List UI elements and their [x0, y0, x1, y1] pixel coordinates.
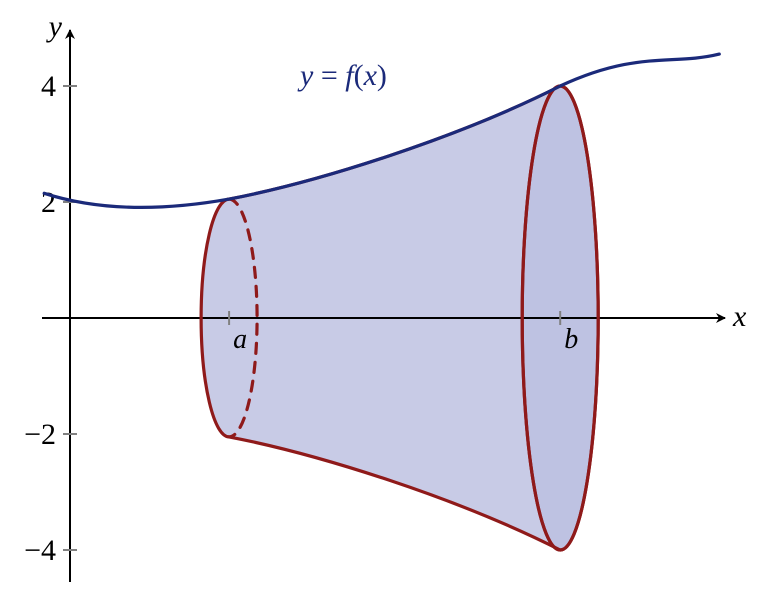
y-tick-label: 2 — [41, 186, 56, 219]
y-tick-label: −2 — [24, 418, 56, 451]
y-tick-label: 4 — [41, 70, 56, 103]
curve-label: y = f(x) — [297, 59, 387, 92]
x-axis-label: x — [732, 300, 747, 333]
x-tick-label: a — [233, 324, 247, 355]
y-axis-label: y — [46, 10, 63, 43]
y-tick-label: −4 — [24, 534, 56, 567]
x-tick-label: b — [564, 324, 578, 355]
